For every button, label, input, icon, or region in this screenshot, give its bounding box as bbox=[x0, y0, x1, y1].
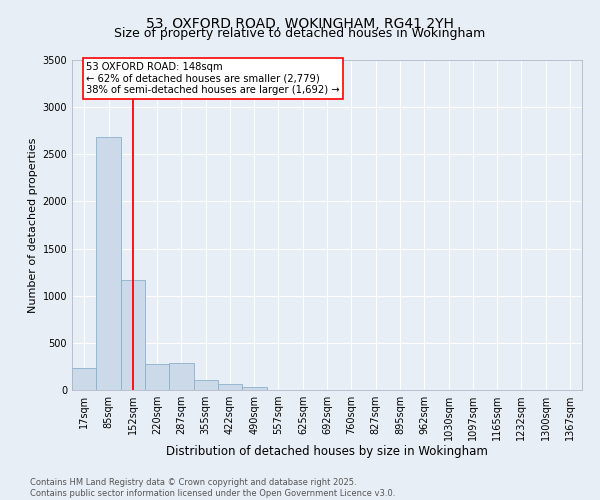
Bar bbox=[145, 364, 169, 390]
Bar bbox=[218, 384, 242, 390]
X-axis label: Distribution of detached houses by size in Wokingham: Distribution of detached houses by size … bbox=[166, 444, 488, 458]
Bar bbox=[121, 280, 145, 390]
Text: Contains HM Land Registry data © Crown copyright and database right 2025.
Contai: Contains HM Land Registry data © Crown c… bbox=[30, 478, 395, 498]
Bar bbox=[242, 388, 266, 390]
Bar bbox=[169, 363, 194, 390]
Y-axis label: Number of detached properties: Number of detached properties bbox=[28, 138, 38, 312]
Bar bbox=[72, 368, 97, 390]
Bar bbox=[97, 138, 121, 390]
Text: 53, OXFORD ROAD, WOKINGHAM, RG41 2YH: 53, OXFORD ROAD, WOKINGHAM, RG41 2YH bbox=[146, 18, 454, 32]
Text: 53 OXFORD ROAD: 148sqm
← 62% of detached houses are smaller (2,779)
38% of semi-: 53 OXFORD ROAD: 148sqm ← 62% of detached… bbox=[86, 62, 340, 95]
Text: Size of property relative to detached houses in Wokingham: Size of property relative to detached ho… bbox=[115, 28, 485, 40]
Bar bbox=[194, 380, 218, 390]
